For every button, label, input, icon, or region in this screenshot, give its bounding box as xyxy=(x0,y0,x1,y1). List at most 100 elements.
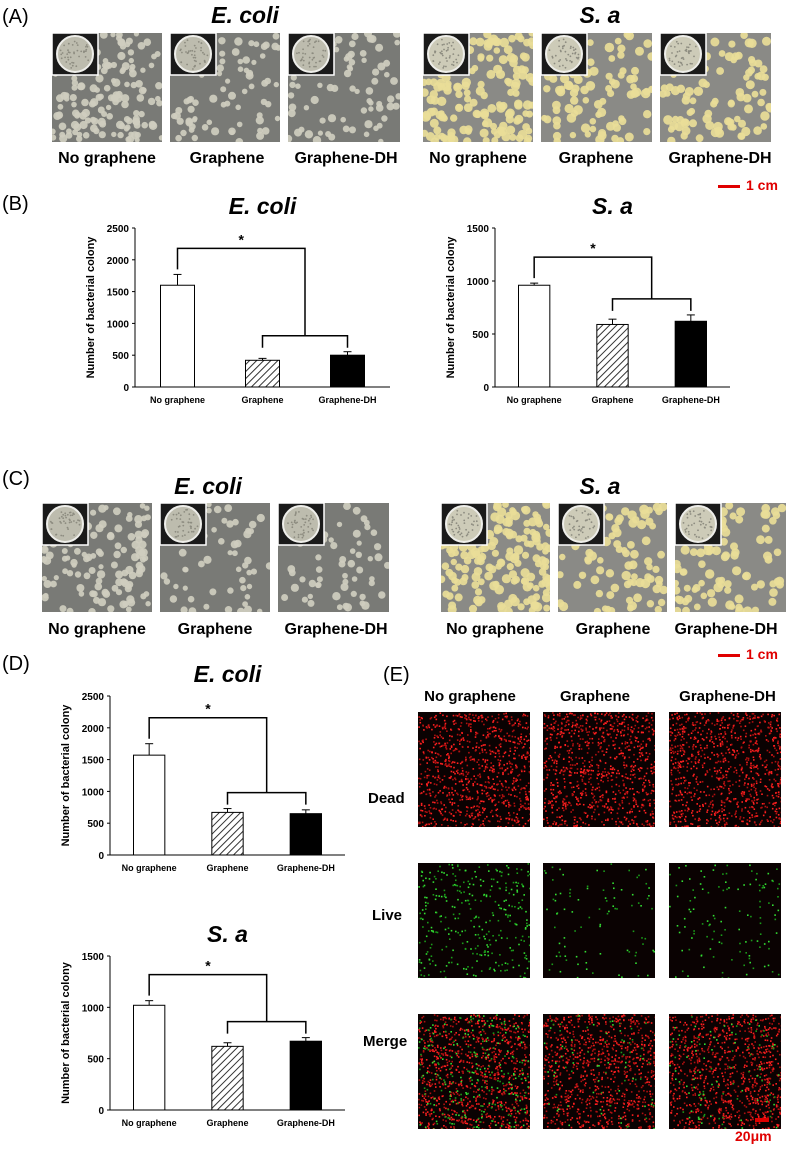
live-cell xyxy=(463,891,465,893)
colony xyxy=(698,579,705,587)
dead-cell xyxy=(457,772,459,774)
inset-colony xyxy=(322,49,325,52)
live-cell xyxy=(503,900,506,902)
dead-cell xyxy=(690,737,692,739)
dead-cell xyxy=(421,810,424,812)
live-cell xyxy=(515,936,517,939)
x-tick-label: No graphene xyxy=(150,395,205,405)
colony xyxy=(250,568,257,575)
dead-cell xyxy=(683,776,686,779)
colony xyxy=(364,120,373,129)
dead-cell xyxy=(630,765,632,768)
live-cell xyxy=(457,898,459,901)
colony xyxy=(584,131,591,138)
live-cell xyxy=(519,975,522,978)
dead-cell xyxy=(670,780,672,782)
dead-cell xyxy=(636,824,638,826)
dead-cell xyxy=(670,734,672,737)
dead-cell xyxy=(599,747,602,750)
dead-cell xyxy=(488,727,491,730)
live-cell xyxy=(448,961,450,964)
colony xyxy=(628,560,638,570)
colony xyxy=(98,504,107,513)
inset-colony xyxy=(296,52,298,55)
dead-cell xyxy=(586,719,588,722)
colony xyxy=(242,601,248,607)
dead-cell xyxy=(586,814,589,817)
dead-cell xyxy=(600,799,603,802)
dead-cell xyxy=(710,817,712,820)
colony xyxy=(509,133,517,141)
dead-cell xyxy=(581,771,584,774)
dead-cell xyxy=(426,727,428,729)
dead-cell xyxy=(742,817,745,819)
colony xyxy=(175,134,182,142)
dead-cell xyxy=(452,778,454,781)
dead-cell xyxy=(580,717,583,719)
dead-cell xyxy=(691,799,693,801)
inset-colony xyxy=(177,531,179,533)
dead-cell xyxy=(527,808,530,810)
dead-cell xyxy=(602,731,605,734)
dead-cell xyxy=(709,712,711,715)
dead-cell xyxy=(563,778,566,780)
dead-cell xyxy=(780,820,781,823)
dead-cell xyxy=(450,813,453,815)
dead-cell xyxy=(765,739,768,741)
dead-cell xyxy=(507,720,510,722)
live-cell xyxy=(500,970,502,972)
inset-colony xyxy=(681,64,684,66)
dead-cell xyxy=(652,790,655,792)
inset-colony xyxy=(190,521,193,524)
colony xyxy=(347,559,356,568)
colony xyxy=(541,593,550,603)
dead-cell xyxy=(478,811,481,814)
colony xyxy=(705,121,715,130)
dead-cell xyxy=(701,713,703,716)
dead-cell xyxy=(711,795,714,798)
dead-cell xyxy=(550,723,553,726)
dead-cell xyxy=(680,782,682,785)
colony xyxy=(219,58,226,65)
dead-cell xyxy=(545,788,547,790)
dead-cell xyxy=(554,751,556,754)
dead-cell xyxy=(564,805,567,808)
inset-colony xyxy=(567,53,570,56)
colony xyxy=(496,101,503,108)
dead-cell xyxy=(691,723,694,726)
colony xyxy=(175,107,183,114)
dead-cell xyxy=(603,811,606,814)
inset-colony xyxy=(293,536,296,539)
dead-cell xyxy=(454,772,456,775)
dead-cell xyxy=(565,721,568,723)
dead-cell xyxy=(553,727,556,729)
inset-colony xyxy=(562,38,565,41)
colony xyxy=(333,46,340,53)
dead-cell xyxy=(768,751,771,754)
dead-cell xyxy=(774,747,776,750)
dead-cell xyxy=(586,731,588,733)
dead-cell xyxy=(694,737,697,740)
dead-cell xyxy=(710,736,713,738)
dead-cell xyxy=(616,734,618,736)
dead-cell xyxy=(596,763,598,766)
dead-cell xyxy=(672,750,674,753)
bar xyxy=(133,1004,166,1111)
dead-cell xyxy=(427,749,429,752)
inset-colony xyxy=(293,521,296,524)
inset-colony xyxy=(72,62,75,64)
significance-bracket xyxy=(226,1020,307,1034)
dead-cell xyxy=(567,745,569,748)
inset-colony xyxy=(76,49,79,52)
colony xyxy=(384,561,389,569)
colony xyxy=(621,507,630,516)
dead-cell xyxy=(598,773,601,775)
colony xyxy=(769,588,778,597)
dead-cell xyxy=(489,769,491,772)
inset-colony xyxy=(467,517,470,519)
dead-cell xyxy=(584,792,587,794)
dead-cell xyxy=(451,809,454,811)
dead-cell xyxy=(575,722,578,725)
colony xyxy=(493,47,501,54)
dead-cell xyxy=(497,772,500,774)
